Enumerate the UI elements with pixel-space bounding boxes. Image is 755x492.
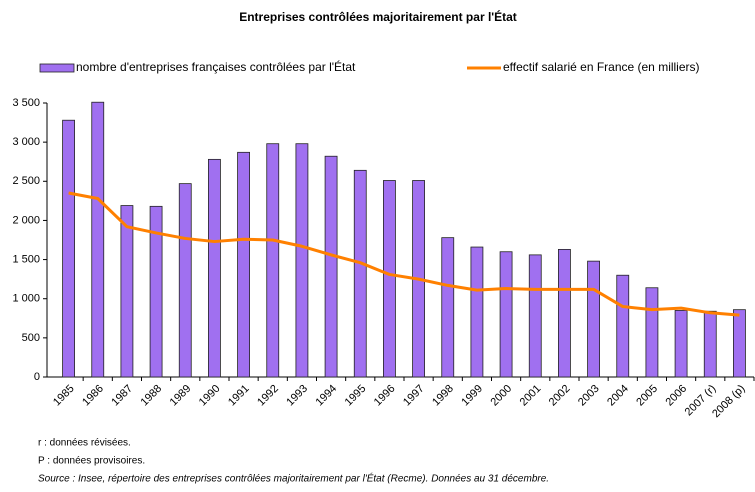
bar [353, 169, 367, 378]
y-tick-label: 2 000 [12, 214, 40, 226]
legend-swatch [39, 63, 75, 73]
footnote: P : données provisoires. [38, 456, 145, 467]
bar [499, 251, 513, 378]
bar [208, 158, 221, 378]
bar [674, 310, 688, 378]
bar [62, 119, 75, 378]
legend-label: effectif salarié en France (en milliers) [503, 60, 700, 74]
footnote: r : données révisées. [38, 438, 131, 449]
bar [120, 205, 134, 378]
bar [324, 155, 338, 378]
y-tick-label: 3 000 [12, 136, 40, 148]
line-series [68, 191, 740, 317]
bar [587, 260, 600, 378]
y-tick-label: 1 500 [12, 253, 40, 265]
y-tick-label: 2 500 [12, 175, 40, 187]
legend-label: nombre d'entreprises françaises contrôlé… [76, 59, 356, 74]
bar [383, 180, 396, 378]
bar [295, 143, 309, 378]
bar [558, 248, 571, 378]
y-tick-label: 0 [34, 371, 40, 383]
chart-title: Entreprises contrôlées majoritairement p… [239, 9, 517, 24]
bar [645, 287, 659, 378]
y-tick-label: 1 000 [12, 293, 40, 305]
bar [178, 183, 192, 378]
y-tick-label: 3 500 [12, 97, 40, 109]
bar [616, 274, 630, 378]
y-tick-label: 500 [22, 332, 40, 344]
bar [441, 237, 455, 378]
bar [703, 310, 717, 378]
bar [528, 254, 542, 378]
bar [91, 101, 105, 378]
footnote: Source : Insee, répertoire des entrepris… [38, 472, 549, 485]
bar [733, 309, 746, 378]
bar [149, 205, 163, 378]
bar [237, 151, 250, 378]
bar [470, 246, 484, 378]
bar [266, 143, 280, 378]
